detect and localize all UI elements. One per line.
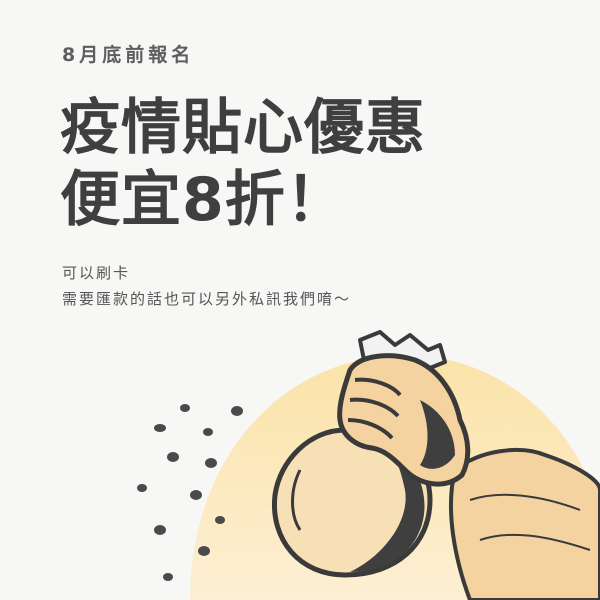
sleeve-shape bbox=[449, 448, 600, 600]
payment-info: 可以刷卡 需要匯款的話也可以另外私訊我們唷～ bbox=[62, 260, 351, 312]
payment-info-line-1: 可以刷卡 bbox=[62, 264, 131, 282]
coin-dots bbox=[137, 404, 243, 581]
deadline-label: 8月底前報名 bbox=[62, 44, 195, 66]
headline-line-1: 疫情貼心優惠 bbox=[60, 93, 426, 163]
headline-line-2: 便宜8折！ bbox=[60, 165, 347, 235]
headline: 疫情貼心優惠 便宜8折！ bbox=[60, 92, 426, 236]
payment-info-line-2: 需要匯款的話也可以另外私訊我們唷～ bbox=[62, 290, 352, 308]
